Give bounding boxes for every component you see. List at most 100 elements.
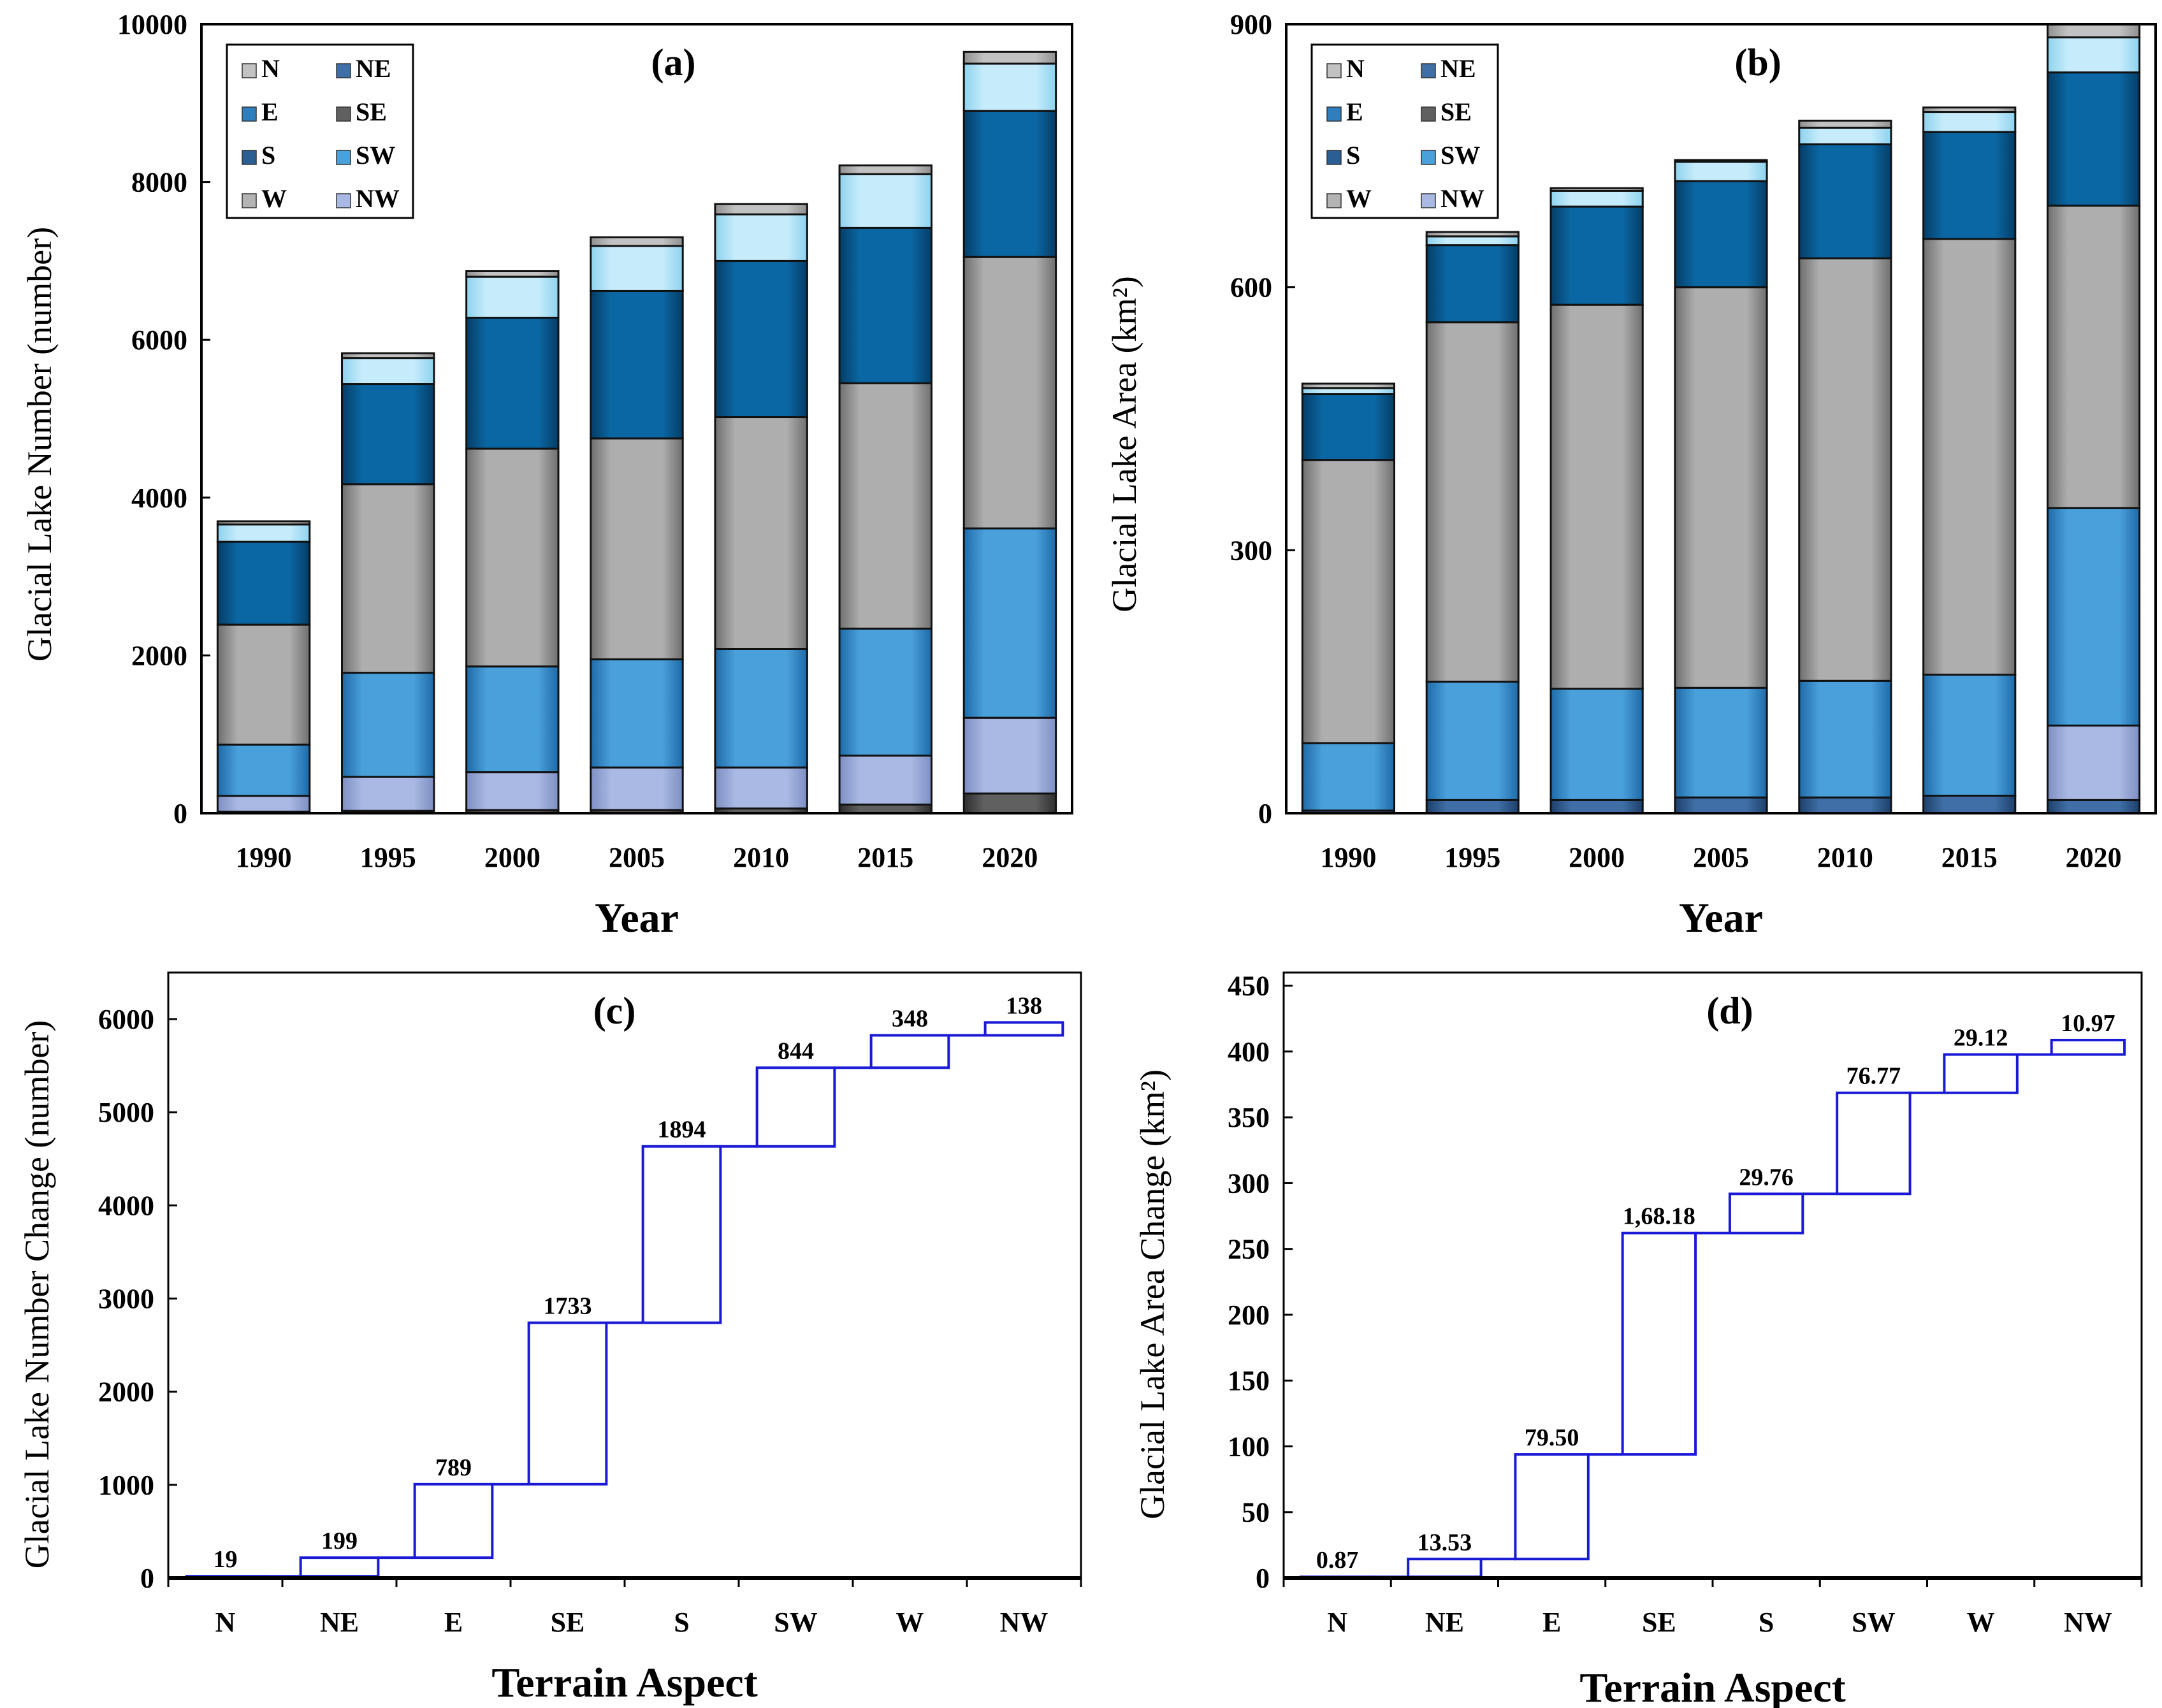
step-value-label: 0.87 [1316,1547,1359,1574]
plot-frame [1282,971,2143,1579]
x-tick-label: N [215,1607,236,1638]
step-NE [299,1556,380,1578]
bar-2010-NW [714,766,808,810]
y-tick-label: 4000 [131,482,187,514]
bar-1995-E [341,383,435,486]
bar-2000-top [465,275,560,319]
x-tick-label: 2000 [484,842,540,873]
y-axis-title: Glacial Lake Number (number) [20,227,59,662]
y-tick-label: 150 [1228,1365,1270,1396]
y-tick-label: 100 [1228,1431,1270,1462]
x-tick-label: E [444,1607,463,1638]
bar-2010-E [714,259,808,419]
y-tick-label: 10000 [117,9,187,40]
step-S [641,1145,722,1324]
y-tick-label: 350 [1228,1102,1270,1133]
y-tick-label: 6000 [98,1004,154,1035]
y-tick-label: 3000 [98,1284,154,1315]
legend-label-W: W [261,184,287,213]
bar-2020-NE [2046,799,2141,814]
bar-2015-N [1922,106,2017,113]
step-value-label: 1894 [658,1117,706,1143]
step-SW [1836,1091,1912,1196]
x-tick-label: SE [551,1607,585,1638]
y-axis-title: Glacial Lake Number Change (number) [18,1020,56,1569]
y-tick-label: 900 [1230,9,1272,40]
legend-label-E: E [261,98,279,126]
legend-swatch-SW [1421,150,1436,165]
bar-2000-N [1549,187,1644,192]
x-axis-title: Year [1679,895,1763,941]
y-tick-label: 250 [1228,1234,1270,1265]
legend-swatch-NE [336,63,351,78]
step-value-label: 138 [1006,992,1042,1019]
legend-swatch-W [1326,193,1342,208]
panel-label: (d) [1706,990,1753,1032]
bar-2000-SW [1549,688,1644,801]
legend-swatch-NW [336,193,351,208]
x-axis-title: Terrain Aspect [491,1660,757,1706]
x-tick-label: S [674,1607,689,1638]
bar-1990-W [1301,459,1396,744]
legend-label-SW: SW [1440,141,1480,170]
y-tick-label: 50 [1242,1497,1270,1528]
bar-2020-NW [962,716,1057,795]
bar-2005-E [590,289,684,440]
y-tick-label: 2000 [131,640,187,671]
bar-1990-W [216,623,311,746]
plot-frame [200,23,1073,814]
legend-label-S: S [261,141,275,170]
x-tick-label: 1990 [1320,842,1376,873]
bar-2020-W [962,256,1057,530]
x-tick-label: 2020 [2066,842,2122,873]
bar-2005-NW [590,766,684,811]
y-tick-label: 300 [1230,535,1272,566]
bar-2015-W [838,382,932,630]
bar-2020-E [962,110,1057,258]
bar-1995-N [1425,231,1520,238]
x-tick-label: W [1967,1607,1995,1638]
bar-2010-NE [1798,796,1892,814]
bar-2015-SE [838,803,932,814]
x-tick-label: N [1327,1607,1347,1638]
panel-b-chart: 1990 1995 2000 2005 2010 2015 2020 0 300 600 900 (b… [1105,9,2157,941]
x-tick-label: NE [320,1607,359,1638]
y-tick-label: 300 [1228,1168,1270,1199]
bar-2015-SW [1922,674,2017,797]
bar-2005-N [1674,159,1768,163]
panel-label: (a) [651,41,696,83]
legend-swatch-NE [1421,63,1436,78]
bar-2000-NW [465,771,560,811]
x-tick-label: SW [774,1607,817,1638]
y-tick-label: 5000 [98,1097,154,1128]
bar-1990-NW [216,795,311,813]
step-value-label: 348 [892,1006,928,1032]
bar-2005-N [590,236,684,247]
x-tick-label: 2015 [1941,842,1998,873]
bar-2010-N [1798,119,1892,129]
legend-label-SW: SW [356,141,395,170]
y-tick-label: 0 [1258,798,1272,829]
x-tick-label: 2005 [609,842,665,873]
bar-2015-N [838,164,932,175]
legend-label-NE: NE [356,54,391,83]
bar-2000-W [465,447,560,668]
bar-2015-E [838,226,932,384]
y-tick-label: 450 [1228,971,1270,1002]
x-tick-label: E [1542,1607,1561,1638]
bar-2015-NE [1922,794,2017,814]
x-axis-title: Year [595,895,679,941]
bar-2010-E [1798,143,1892,259]
bar-2015-W [1922,238,2017,676]
x-tick-label: 2020 [982,842,1038,873]
x-tick-label: 2015 [857,842,913,873]
step-SW [755,1066,836,1148]
plot-frame [1285,23,2157,814]
bar-2020-W [2046,205,2141,509]
x-axis-title: Terrain Aspect [1579,1665,1845,1708]
y-tick-label: 0 [140,1563,154,1594]
x-tick-label: S [1759,1607,1774,1638]
legend-swatch-N [242,63,257,78]
bar-2020-SW [962,527,1057,719]
legend-label-SE: SE [1440,98,1472,126]
